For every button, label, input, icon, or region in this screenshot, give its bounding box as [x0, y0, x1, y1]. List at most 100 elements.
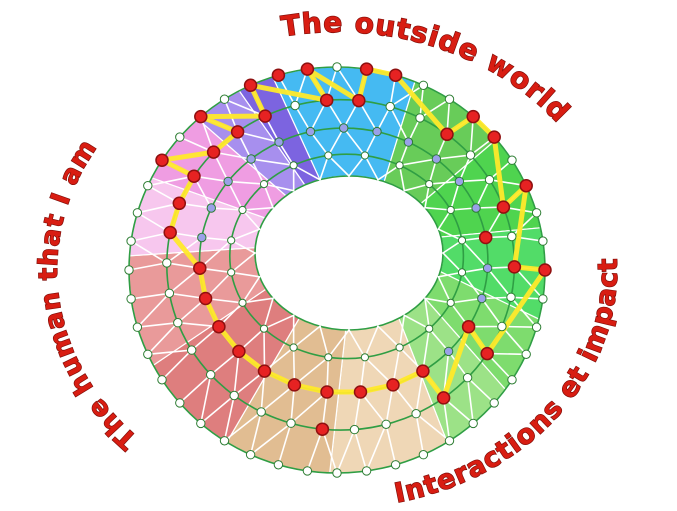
- node[interactable]: [187, 345, 197, 355]
- node[interactable]: [164, 288, 175, 298]
- node[interactable]: [462, 373, 473, 383]
- node[interactable]: [403, 137, 414, 147]
- node[interactable]: [332, 62, 342, 72]
- red-node[interactable]: [257, 364, 272, 378]
- red-node[interactable]: [163, 225, 177, 240]
- red-node[interactable]: [194, 109, 208, 124]
- node[interactable]: [219, 436, 230, 446]
- red-node[interactable]: [388, 68, 403, 82]
- node[interactable]: [324, 353, 333, 362]
- node[interactable]: [531, 208, 542, 218]
- red-node[interactable]: [480, 346, 494, 361]
- node[interactable]: [395, 161, 404, 170]
- red-node[interactable]: [258, 109, 272, 123]
- red-node[interactable]: [271, 68, 286, 82]
- node[interactable]: [162, 258, 172, 268]
- red-node[interactable]: [386, 378, 400, 392]
- node[interactable]: [173, 318, 183, 328]
- red-node[interactable]: [359, 62, 374, 76]
- red-node[interactable]: [519, 178, 533, 193]
- node[interactable]: [143, 181, 153, 191]
- red-node[interactable]: [287, 378, 302, 392]
- node[interactable]: [411, 409, 421, 419]
- node[interactable]: [290, 100, 300, 111]
- red-node[interactable]: [538, 263, 552, 277]
- node[interactable]: [507, 231, 517, 242]
- node[interactable]: [457, 268, 467, 277]
- node[interactable]: [484, 175, 495, 185]
- red-node[interactable]: [198, 291, 213, 306]
- node[interactable]: [471, 203, 481, 213]
- node[interactable]: [507, 375, 517, 385]
- node[interactable]: [289, 343, 298, 352]
- red-node[interactable]: [353, 385, 368, 399]
- node[interactable]: [521, 349, 531, 359]
- node[interactable]: [286, 418, 296, 428]
- node[interactable]: [538, 294, 548, 304]
- red-node[interactable]: [319, 93, 334, 107]
- node[interactable]: [126, 236, 136, 246]
- red-node[interactable]: [193, 261, 207, 275]
- node[interactable]: [305, 126, 316, 137]
- node[interactable]: [175, 132, 185, 142]
- node[interactable]: [395, 343, 404, 352]
- node[interactable]: [489, 398, 499, 408]
- node[interactable]: [259, 324, 269, 333]
- node[interactable]: [538, 236, 548, 246]
- node[interactable]: [206, 370, 216, 380]
- red-node[interactable]: [172, 196, 187, 211]
- node[interactable]: [132, 208, 143, 218]
- node[interactable]: [332, 468, 342, 478]
- node[interactable]: [219, 94, 230, 104]
- node[interactable]: [454, 176, 465, 187]
- node[interactable]: [425, 180, 434, 189]
- red-node[interactable]: [212, 319, 226, 334]
- node[interactable]: [360, 151, 369, 160]
- red-node[interactable]: [155, 153, 169, 167]
- node[interactable]: [361, 466, 372, 476]
- red-node[interactable]: [496, 200, 511, 214]
- red-node[interactable]: [436, 391, 451, 405]
- node[interactable]: [206, 203, 217, 213]
- node[interactable]: [506, 292, 516, 302]
- node[interactable]: [238, 298, 247, 307]
- node[interactable]: [229, 390, 239, 401]
- node[interactable]: [372, 126, 382, 137]
- red-node[interactable]: [232, 344, 246, 359]
- node[interactable]: [444, 94, 455, 104]
- red-node[interactable]: [187, 169, 201, 183]
- red-node[interactable]: [352, 93, 366, 108]
- node[interactable]: [468, 418, 478, 429]
- red-node[interactable]: [230, 125, 245, 139]
- node[interactable]: [418, 450, 429, 460]
- red-node[interactable]: [320, 385, 334, 399]
- red-node[interactable]: [243, 78, 258, 93]
- node[interactable]: [223, 176, 233, 187]
- node[interactable]: [482, 263, 493, 273]
- node[interactable]: [124, 265, 134, 275]
- node[interactable]: [443, 346, 454, 357]
- red-node[interactable]: [315, 422, 330, 436]
- node[interactable]: [175, 398, 185, 408]
- node[interactable]: [477, 293, 487, 304]
- node[interactable]: [349, 424, 360, 435]
- node[interactable]: [227, 268, 236, 277]
- node[interactable]: [497, 321, 507, 332]
- node[interactable]: [360, 353, 369, 362]
- node[interactable]: [381, 419, 391, 429]
- node[interactable]: [446, 298, 455, 307]
- node[interactable]: [227, 236, 236, 245]
- node[interactable]: [196, 418, 206, 429]
- node[interactable]: [143, 349, 153, 359]
- node[interactable]: [465, 150, 476, 160]
- node[interactable]: [289, 161, 298, 170]
- node[interactable]: [385, 101, 395, 112]
- node[interactable]: [418, 80, 429, 91]
- node[interactable]: [259, 180, 269, 189]
- red-node[interactable]: [478, 230, 493, 245]
- node[interactable]: [457, 236, 467, 245]
- node[interactable]: [302, 466, 313, 476]
- red-node[interactable]: [487, 130, 501, 144]
- red-node[interactable]: [466, 109, 480, 124]
- node[interactable]: [256, 407, 266, 417]
